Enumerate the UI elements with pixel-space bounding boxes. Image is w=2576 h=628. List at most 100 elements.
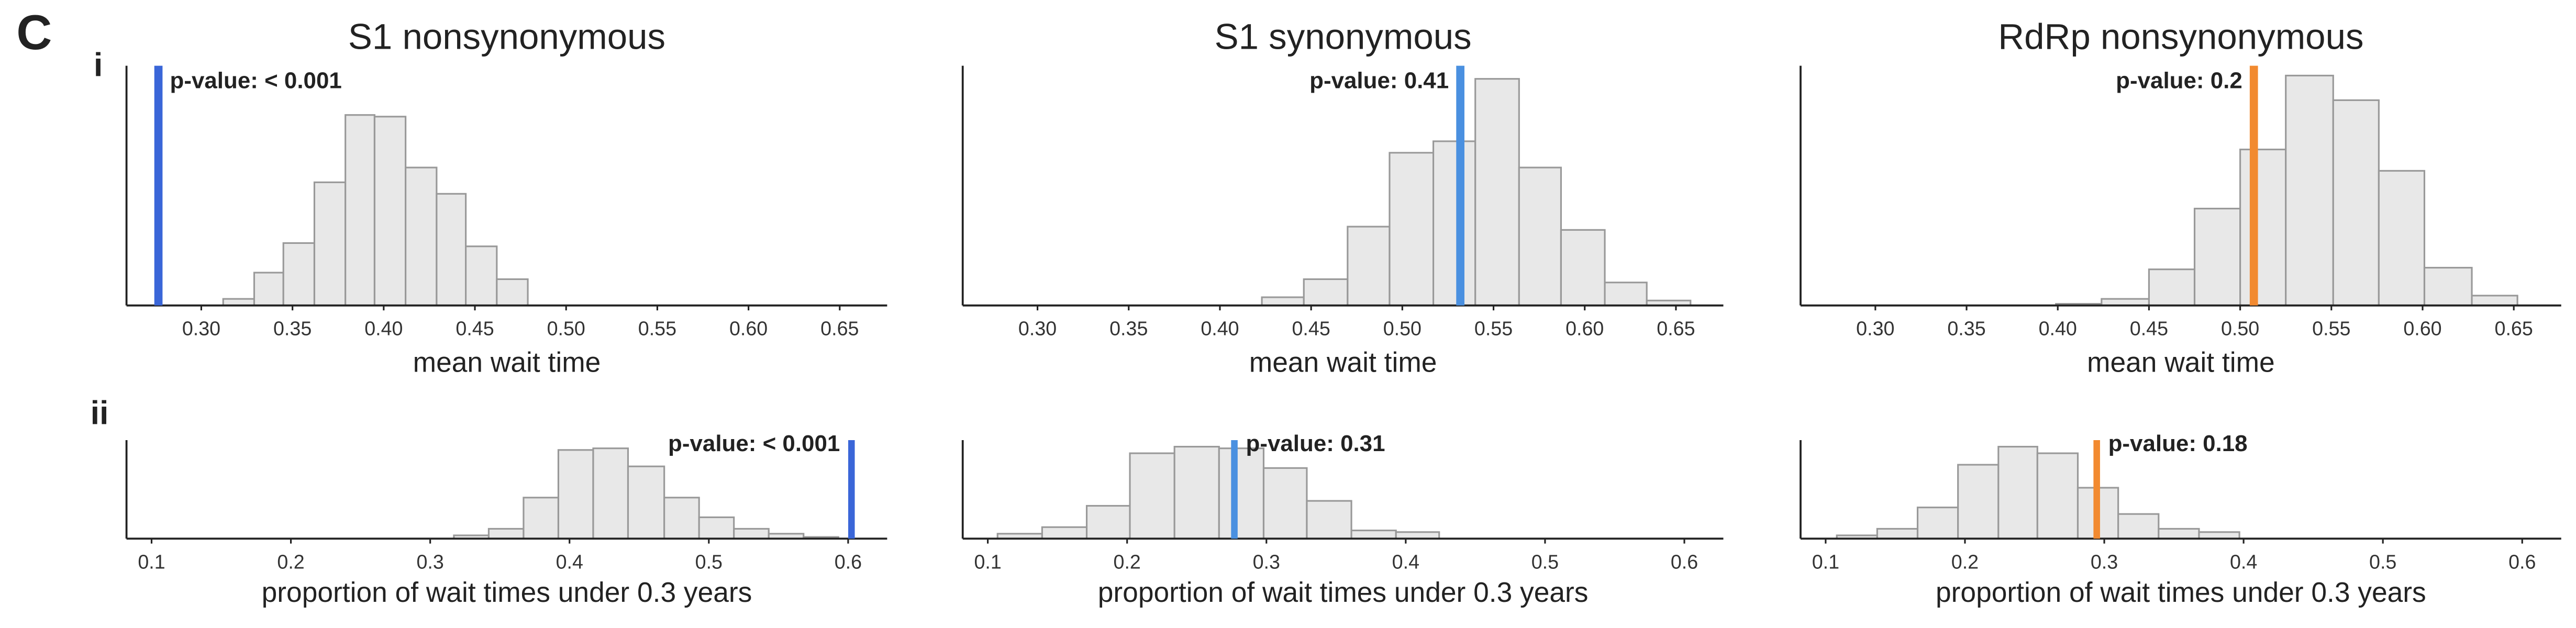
histogram-bar [1347,226,1391,307]
x-tick-label: 0.65 [2495,318,2533,340]
row-label: i [94,47,103,83]
chart-title: RdRp nonsynonymous [1998,17,2363,57]
x-tick-label: 0.3 [1253,551,1280,573]
histogram-bar [1173,445,1220,540]
histogram-bar [373,116,407,307]
x-tick-label: 0.5 [1531,551,1559,573]
histogram-bar [1306,500,1352,540]
histogram-bar [405,166,438,307]
x-tick-label: 0.65 [820,318,859,340]
histogram-bar [627,465,665,540]
chart-title: S1 synonymous [1215,17,1472,57]
histogram-bar [1262,467,1308,540]
x-tick-label: 0.50 [1383,318,1422,340]
p-value-label: p-value: 0.18 [2108,431,2248,456]
x-tick-label: 0.6 [2508,551,2536,573]
histogram-bar [1303,278,1349,307]
x-tick-label: 0.1 [1812,551,1839,573]
histogram-bar [1389,152,1435,307]
x-axis-label: mean wait time [413,347,601,378]
x-tick-label: 0.6 [1671,551,1698,573]
histogram-bar [1432,140,1476,307]
histogram-bar [436,193,467,307]
x-tick-label: 0.2 [277,551,304,573]
histogram-bar [663,497,700,540]
x-tick-label: 0.5 [695,551,723,573]
histogram-bar [698,516,735,540]
histogram-bar [2036,452,2079,540]
histogram-bar [1041,526,1088,540]
x-tick-label: 0.45 [456,318,494,340]
x-axis-label: mean wait time [2087,347,2275,378]
x-tick-label: 0.50 [547,318,585,340]
p-value-label: p-value: < 0.001 [170,68,342,94]
x-axis-label: proportion of wait times under 0.3 years [1936,577,2426,608]
x-tick-label: 0.30 [1018,318,1057,340]
histogram-bar [1916,507,1959,540]
x-tick-label: 0.2 [1951,551,1979,573]
histogram-bar [523,497,560,540]
histogram-bar [1129,452,1175,540]
x-tick-label: 0.40 [364,318,403,340]
x-tick-label: 0.35 [1947,318,1985,340]
histogram-bar [2158,528,2200,540]
histogram-bar [496,278,529,307]
histogram-bar [1957,464,2000,540]
histogram-bar [2148,268,2196,307]
histogram-bar [1395,531,1440,540]
x-tick-label: 0.45 [1292,318,1330,340]
x-tick-label: 0.40 [1201,318,1239,340]
histogram-bar [733,528,770,540]
histogram-bar [2117,513,2160,540]
histogram-bar [1876,528,1919,540]
histogram-bar [2239,149,2287,307]
x-tick-label: 0.60 [1565,318,1604,340]
histogram-bar [465,245,498,307]
histogram-bar [345,114,375,307]
x-tick-label: 0.55 [638,318,676,340]
x-tick-label: 0.40 [2039,318,2077,340]
histogram-bar [2378,170,2426,307]
x-tick-label: 0.60 [729,318,768,340]
x-tick-label: 0.5 [2369,551,2396,573]
p-value-label: p-value: 0.31 [1246,431,1385,456]
histogram-bar [2423,266,2473,307]
x-tick-label: 0.30 [1856,318,1894,340]
x-tick-label: 0.3 [2091,551,2118,573]
x-tick-label: 0.35 [1109,318,1148,340]
x-tick-label: 0.45 [2130,318,2168,340]
chart-title: S1 nonsynonymous [348,17,665,57]
x-tick-label: 0.60 [2403,318,2441,340]
histogram-bar [2332,99,2380,307]
histogram-bar [1085,504,1131,540]
x-axis-label: proportion of wait times under 0.3 years [1098,577,1589,608]
histogram-bar [253,272,284,307]
p-value-label: p-value: 0.41 [1309,68,1449,94]
histogram-bar [2198,531,2240,540]
x-tick-label: 0.65 [1657,318,1695,340]
histogram-bar [487,528,525,540]
histogram-bar [1518,166,1562,307]
histogram-bar [1560,229,1606,307]
x-axis-label: mean wait time [1249,347,1437,378]
x-tick-label: 0.6 [835,551,862,573]
histogram-bar [1474,78,1520,307]
x-tick-label: 0.35 [273,318,312,340]
x-tick-label: 0.1 [138,551,165,573]
x-tick-label: 0.30 [182,318,220,340]
x-tick-label: 0.55 [1474,318,1513,340]
histogram-bar [313,181,347,307]
histogram-bar [1261,296,1305,307]
histogram-bar [557,449,594,540]
histogram-bar [2285,74,2334,307]
x-tick-label: 0.50 [2221,318,2259,340]
x-tick-label: 0.4 [2230,551,2257,573]
x-axis-label: proportion of wait times under 0.3 years [262,577,752,608]
x-tick-label: 0.55 [2312,318,2350,340]
histogram-bar [1218,447,1265,540]
p-value-label: p-value: 0.2 [2116,68,2242,94]
histogram-bar [282,242,316,307]
histogram-bar [2471,295,2518,307]
p-value-label: p-value: < 0.001 [668,431,840,456]
